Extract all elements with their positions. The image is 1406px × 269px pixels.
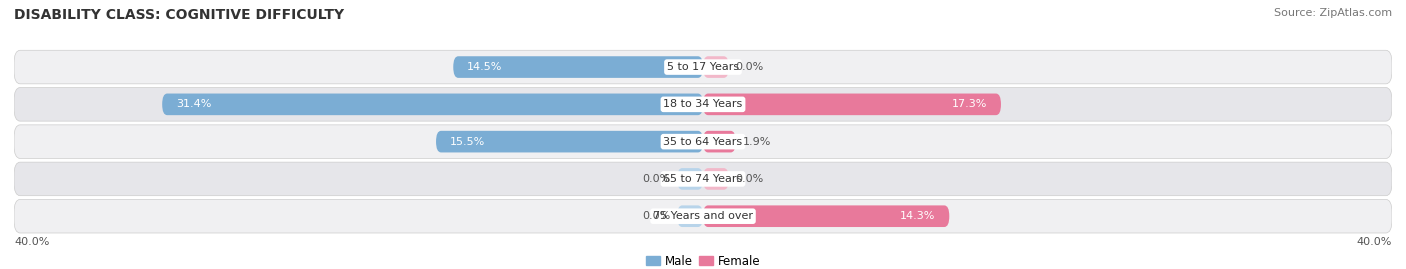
FancyBboxPatch shape (703, 94, 1001, 115)
FancyBboxPatch shape (14, 125, 1392, 158)
FancyBboxPatch shape (703, 168, 728, 190)
Text: 40.0%: 40.0% (14, 237, 49, 247)
Text: 0.0%: 0.0% (643, 211, 671, 221)
FancyBboxPatch shape (703, 206, 949, 227)
Text: 5 to 17 Years: 5 to 17 Years (666, 62, 740, 72)
FancyBboxPatch shape (14, 199, 1392, 233)
Text: 17.3%: 17.3% (952, 99, 987, 109)
FancyBboxPatch shape (162, 94, 703, 115)
Text: Source: ZipAtlas.com: Source: ZipAtlas.com (1274, 8, 1392, 18)
Text: DISABILITY CLASS: COGNITIVE DIFFICULTY: DISABILITY CLASS: COGNITIVE DIFFICULTY (14, 8, 344, 22)
Text: 65 to 74 Years: 65 to 74 Years (664, 174, 742, 184)
Text: 75 Years and over: 75 Years and over (652, 211, 754, 221)
Text: 0.0%: 0.0% (735, 174, 763, 184)
FancyBboxPatch shape (703, 131, 735, 153)
FancyBboxPatch shape (14, 162, 1392, 196)
FancyBboxPatch shape (678, 168, 703, 190)
FancyBboxPatch shape (14, 88, 1392, 121)
FancyBboxPatch shape (453, 56, 703, 78)
Text: 35 to 64 Years: 35 to 64 Years (664, 137, 742, 147)
Text: 18 to 34 Years: 18 to 34 Years (664, 99, 742, 109)
Text: 0.0%: 0.0% (643, 174, 671, 184)
Text: 0.0%: 0.0% (735, 62, 763, 72)
Text: 31.4%: 31.4% (176, 99, 211, 109)
Text: 40.0%: 40.0% (1357, 237, 1392, 247)
FancyBboxPatch shape (436, 131, 703, 153)
Text: 14.5%: 14.5% (467, 62, 502, 72)
Text: 1.9%: 1.9% (742, 137, 770, 147)
FancyBboxPatch shape (703, 56, 728, 78)
Text: 15.5%: 15.5% (450, 137, 485, 147)
FancyBboxPatch shape (14, 50, 1392, 84)
Text: 14.3%: 14.3% (900, 211, 935, 221)
FancyBboxPatch shape (678, 206, 703, 227)
Legend: Male, Female: Male, Female (641, 250, 765, 269)
